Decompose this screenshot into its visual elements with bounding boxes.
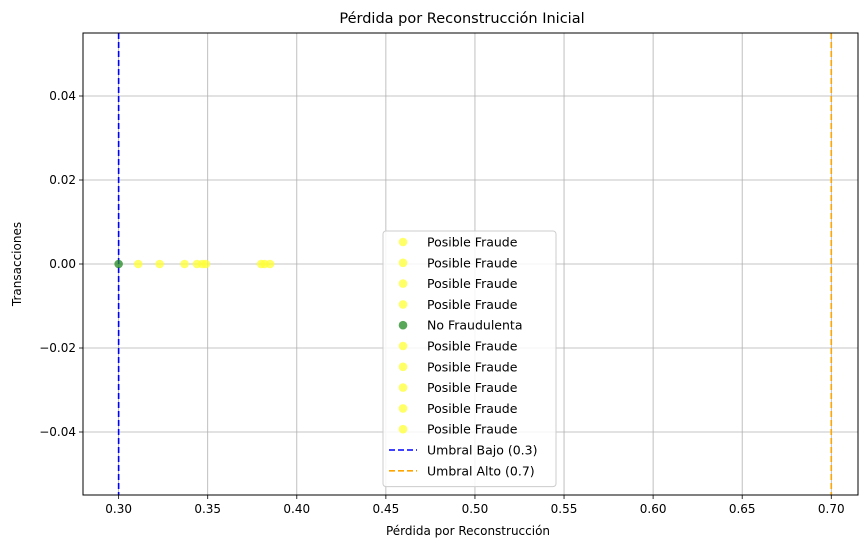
legend-marker	[398, 404, 408, 413]
x-axis-label: Pérdida por Reconstrucción	[386, 524, 550, 538]
data-point	[155, 259, 164, 269]
x-tick-label: 0.50	[462, 502, 489, 516]
x-tick-label: 0.35	[194, 502, 221, 516]
x-tick-label: 0.65	[729, 502, 756, 516]
x-tick-label: 0.30	[105, 502, 132, 516]
legend-marker	[398, 424, 408, 434]
legend-label: Posible Fraude	[427, 339, 518, 354]
y-tick-label: −0.02	[39, 341, 76, 355]
legend-label: No Fraudulenta	[427, 318, 522, 333]
data-point	[114, 259, 123, 269]
data-point	[265, 259, 275, 269]
legend-label: Posible Fraude	[427, 235, 518, 250]
x-tick-label: 0.55	[551, 502, 578, 516]
legend-label: Posible Fraude	[427, 380, 518, 395]
legend: Posible Fraude Posible Fraude Posible Frau…	[382, 230, 557, 488]
x-axis-ticks: 0.30 0.35 0.40 0.45 0.50 0.55 0.60 0.65 0.70	[105, 495, 845, 516]
data-points	[114, 259, 275, 269]
x-tick-label: 0.40	[283, 502, 310, 516]
legend-label: Umbral Alto (0.7)	[427, 463, 535, 478]
x-tick-label: 0.70	[818, 502, 845, 516]
legend-marker	[398, 362, 408, 372]
legend-label: Umbral Bajo (0.3)	[427, 443, 537, 458]
legend-marker	[398, 279, 408, 288]
data-point	[201, 259, 211, 269]
x-tick-label: 0.60	[640, 502, 667, 516]
data-point	[133, 259, 143, 269]
legend-marker	[398, 258, 408, 268]
legend-label: Posible Fraude	[427, 276, 518, 291]
legend-marker	[398, 383, 408, 392]
legend-label: Posible Fraude	[427, 401, 518, 416]
legend-marker	[398, 320, 408, 330]
plot-frame	[82, 32, 859, 496]
legend-label: Posible Fraude	[427, 359, 518, 374]
legend-box	[382, 230, 557, 488]
legend-label: Posible Fraude	[427, 422, 518, 437]
x-tick-label: 0.45	[373, 502, 400, 516]
legend-marker	[398, 237, 408, 247]
y-axis-label: Transacciones	[10, 222, 24, 307]
y-tick-label: 0.00	[49, 257, 76, 271]
legend-label: Posible Fraude	[427, 297, 518, 312]
y-tick-label: −0.04	[39, 425, 76, 439]
legend-marker	[398, 300, 408, 309]
data-point	[180, 259, 189, 269]
y-axis-ticks: 0.04 0.02 0.00 −0.02 −0.04	[39, 89, 83, 439]
legend-label: Posible Fraude	[427, 255, 518, 270]
y-tick-label: 0.04	[49, 89, 76, 103]
y-tick-label: 0.02	[49, 173, 76, 187]
legend-marker	[398, 341, 408, 351]
chart-title: Pérdida por Reconstrucción Inicial	[339, 11, 584, 27]
